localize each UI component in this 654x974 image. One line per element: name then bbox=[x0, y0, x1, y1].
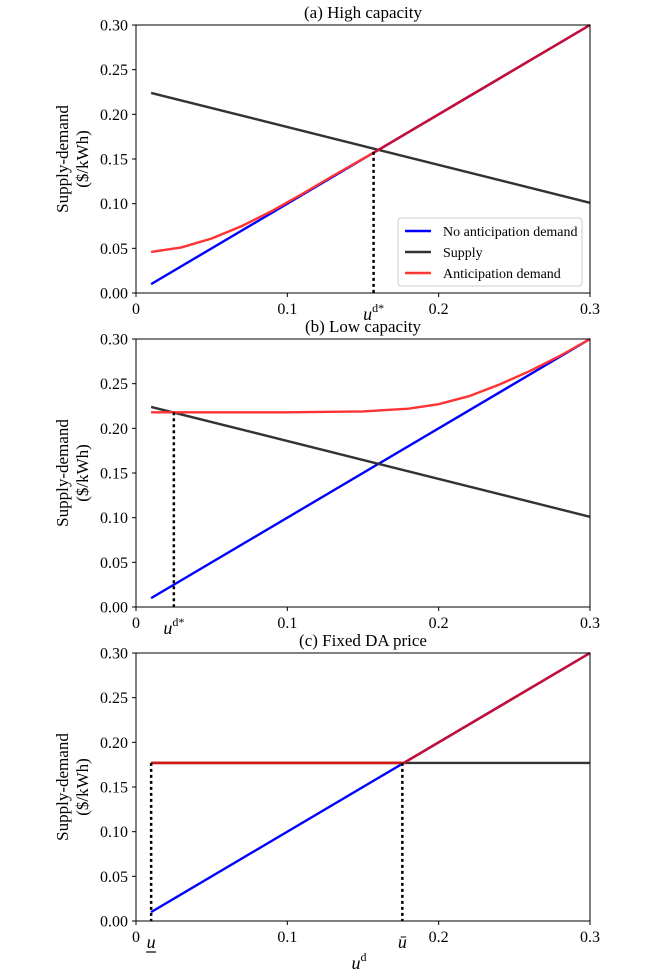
panel-0-ytick-1: 0.05 bbox=[100, 241, 128, 258]
panel-1-xtick-3: 0.3 bbox=[580, 615, 600, 632]
panel-0-legend: No anticipation demand Supply Anticipation… bbox=[397, 217, 583, 287]
panel-1-ytick-6: 0.30 bbox=[100, 332, 128, 349]
panel-2-xtick-1: 0.1 bbox=[277, 929, 297, 946]
panel-2-ylabel-0: Supply-demand bbox=[53, 733, 72, 841]
panel-1-ylabel-0: Supply-demand bbox=[53, 419, 72, 527]
panel-2-ytick-5: 0.25 bbox=[100, 690, 128, 707]
panel-0-overlap-segment bbox=[372, 23, 591, 154]
panel-2-ytick-3: 0.15 bbox=[100, 780, 128, 797]
legend-label-0: No anticipation demand bbox=[443, 225, 578, 240]
panel-1-ytick-5: 0.25 bbox=[100, 376, 128, 393]
panel-2-overlap-segment bbox=[401, 651, 591, 765]
panel-0-xtick-3: 0.3 bbox=[580, 301, 600, 318]
legend-label-2: Anticipation demand bbox=[443, 267, 561, 282]
panel-1-ytick-2: 0.10 bbox=[100, 510, 128, 527]
panel-0-ylabel-0: Supply-demand bbox=[53, 105, 72, 213]
panel-2-marker-label-1: ū bbox=[398, 932, 407, 952]
panel-2-title: (c) Fixed DA price bbox=[299, 631, 427, 650]
panel-0-xtick-1: 0.1 bbox=[277, 301, 297, 318]
panel-0: (a) High capacityud*0.000.050.100.150.20… bbox=[53, 3, 600, 324]
panel-0-ytick-2: 0.10 bbox=[100, 196, 128, 213]
panel-0-ytick-5: 0.25 bbox=[100, 62, 128, 79]
panel-0-ylabel-1: ($/kWh) bbox=[73, 130, 92, 188]
panel-1-series-no-anticipation-demand bbox=[150, 337, 591, 600]
panel-2-ytick-4: 0.20 bbox=[100, 735, 128, 752]
panel-1-series-supply bbox=[150, 405, 591, 518]
panel-1-ytick-0: 0.00 bbox=[100, 600, 128, 617]
panel-1-xtick-0: 0 bbox=[132, 615, 140, 632]
panel-1-marker-label-0: ud* bbox=[163, 615, 184, 638]
panel-2-ytick-1: 0.05 bbox=[100, 869, 128, 886]
panel-0-xtick-2: 0.2 bbox=[429, 301, 449, 318]
panel-0-ytick-3: 0.15 bbox=[100, 152, 128, 169]
panel-0-series-supply bbox=[150, 91, 591, 204]
legend-box bbox=[397, 217, 583, 287]
panel-2-xlabel: ud bbox=[352, 950, 367, 973]
panel-0-title: (a) High capacity bbox=[304, 3, 422, 22]
panel-0-ytick-6: 0.30 bbox=[100, 18, 128, 35]
panel-2-ytick-2: 0.10 bbox=[100, 824, 128, 841]
panel-1-title: (b) Low capacity bbox=[305, 317, 422, 336]
panel-1-ytick-3: 0.15 bbox=[100, 466, 128, 483]
legend-label-1: Supply bbox=[443, 246, 483, 261]
panel-1-xtick-2: 0.2 bbox=[429, 615, 449, 632]
panel-2-xtick-0: 0 bbox=[132, 929, 140, 946]
panel-1-ytick-1: 0.05 bbox=[100, 555, 128, 572]
panel-0-ytick-0: 0.00 bbox=[100, 286, 128, 303]
panel-2-ytick-0: 0.00 bbox=[100, 914, 128, 931]
panel-0-ytick-4: 0.20 bbox=[100, 107, 128, 124]
panel-1: (b) Low capacityud*0.000.050.100.150.200… bbox=[53, 317, 600, 638]
panel-0-xtick-0: 0 bbox=[132, 301, 140, 318]
panel-1-series-anticipation-demand bbox=[151, 337, 591, 414]
panel-2-ytick-6: 0.30 bbox=[100, 646, 128, 663]
panel-2-ylabel-1: ($/kWh) bbox=[73, 758, 92, 816]
panel-2-xtick-3: 0.3 bbox=[580, 929, 600, 946]
panel-2-xtick-2: 0.2 bbox=[429, 929, 449, 946]
panel-1-ylabel-1: ($/kWh) bbox=[73, 444, 92, 502]
panel-1-ytick-4: 0.20 bbox=[100, 421, 128, 438]
panel-2-series-anticipation-demand bbox=[151, 651, 591, 765]
panel-1-xtick-1: 0.1 bbox=[277, 615, 297, 632]
panel-2-marker-label-0: u bbox=[147, 932, 156, 952]
